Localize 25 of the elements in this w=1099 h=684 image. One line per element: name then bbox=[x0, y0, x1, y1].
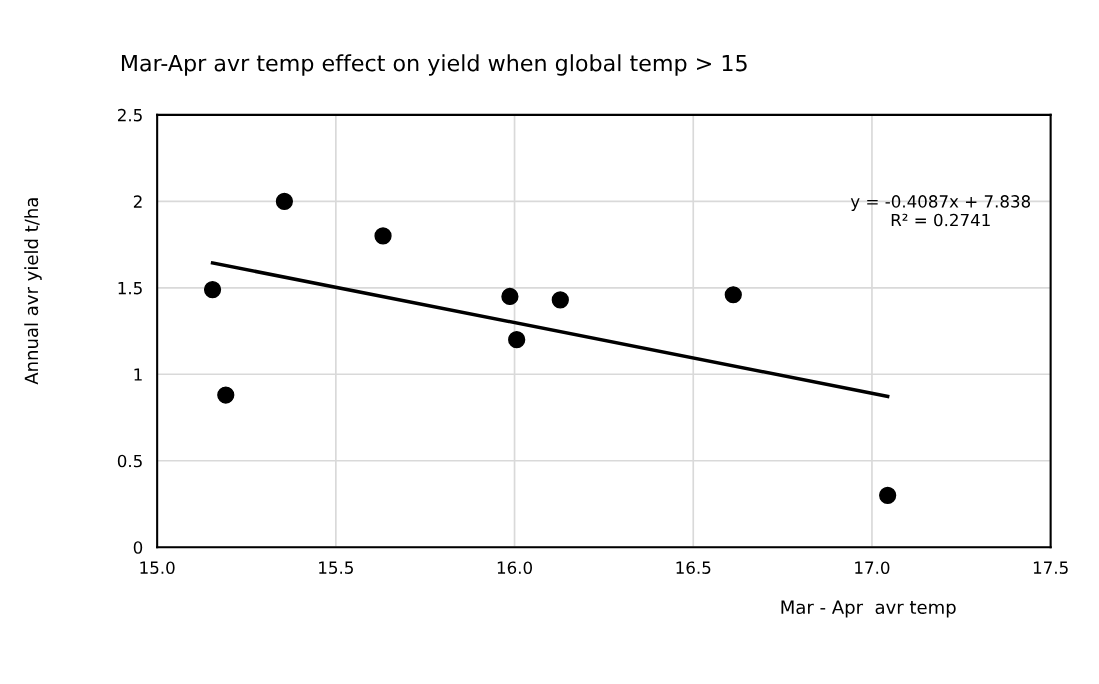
point bbox=[501, 287, 519, 306]
x-tick-label: 15.5 bbox=[319, 561, 353, 574]
point bbox=[374, 227, 392, 245]
point bbox=[217, 386, 235, 404]
y-tick-label: 0.5 bbox=[117, 454, 142, 468]
y-tick-label: 2.5 bbox=[117, 108, 142, 122]
point bbox=[508, 331, 526, 349]
y-tick-label: 2 bbox=[133, 195, 142, 208]
y-axis-title: Annual avr yield t/ha bbox=[24, 198, 42, 385]
point bbox=[879, 486, 897, 504]
x-tick-label: 16.5 bbox=[676, 561, 711, 574]
point bbox=[275, 192, 294, 210]
x-axis-title: Mar - Apr avr temp bbox=[781, 600, 956, 618]
annotation: y = -0.4087x + 7.838 R² = 0.2741 bbox=[850, 195, 1031, 227]
y-tick-label: 1.5 bbox=[118, 282, 142, 295]
x-tick-label: 15.0 bbox=[140, 561, 175, 574]
x-tick-label: 17.5 bbox=[1033, 561, 1068, 574]
point bbox=[203, 280, 222, 299]
chart-title: Mar-Apr avr temp effect on yield when global temp > 15 bbox=[121, 54, 747, 76]
y-tick-label: 1 bbox=[134, 368, 142, 381]
y-tick-label: 0 bbox=[133, 541, 143, 554]
x-tick-label: 17.0 bbox=[855, 561, 890, 574]
point bbox=[724, 286, 742, 304]
x-tick-label: 16.0 bbox=[497, 561, 532, 574]
point bbox=[551, 291, 569, 309]
